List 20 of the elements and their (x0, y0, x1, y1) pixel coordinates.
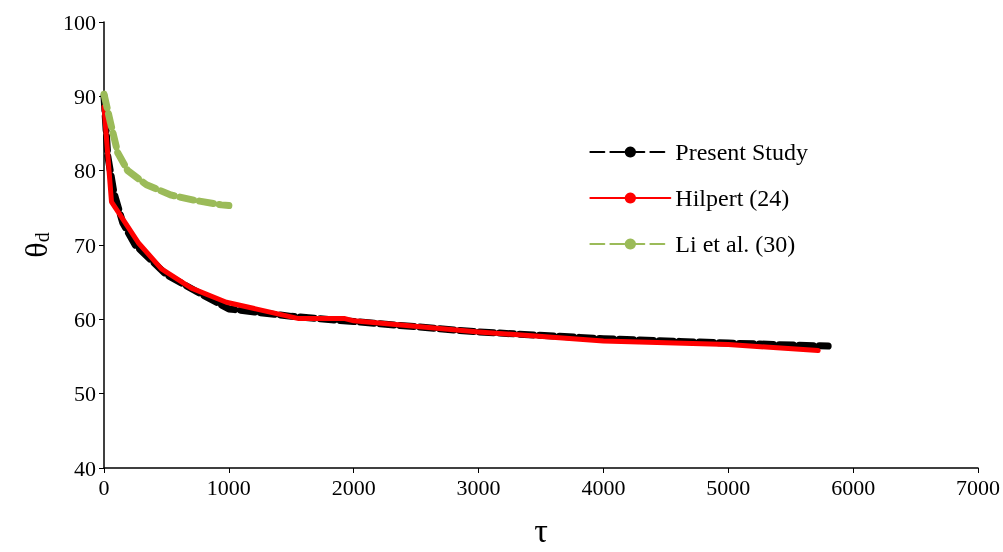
y-tick-label: 100 (63, 9, 96, 35)
x-axis-title: τ (534, 511, 548, 549)
y-tick-label: 60 (74, 306, 96, 332)
x-tick-label: 6000 (831, 474, 876, 500)
y-tick-label: 90 (74, 83, 96, 109)
legend-label: Present Study (675, 139, 808, 165)
y-axis-title: θd (18, 232, 55, 258)
x-tick-label: 2000 (331, 474, 376, 500)
x-tick-label: 5000 (706, 474, 751, 500)
legend-label: Hilpert (24) (675, 185, 790, 211)
y-tick-label: 70 (74, 232, 96, 258)
x-tick-label: 3000 (456, 474, 501, 500)
y-tick-label: 40 (74, 455, 96, 481)
y-tick-label: 80 (74, 158, 96, 184)
y-tick-label: 50 (74, 381, 96, 407)
x-tick-label: 0 (98, 474, 110, 500)
legend-label: Li et al. (30) (675, 231, 796, 257)
x-tick-label: 1000 (206, 474, 251, 500)
x-tick-label: 4000 (581, 474, 626, 500)
x-tick-label: 7000 (956, 474, 1000, 500)
